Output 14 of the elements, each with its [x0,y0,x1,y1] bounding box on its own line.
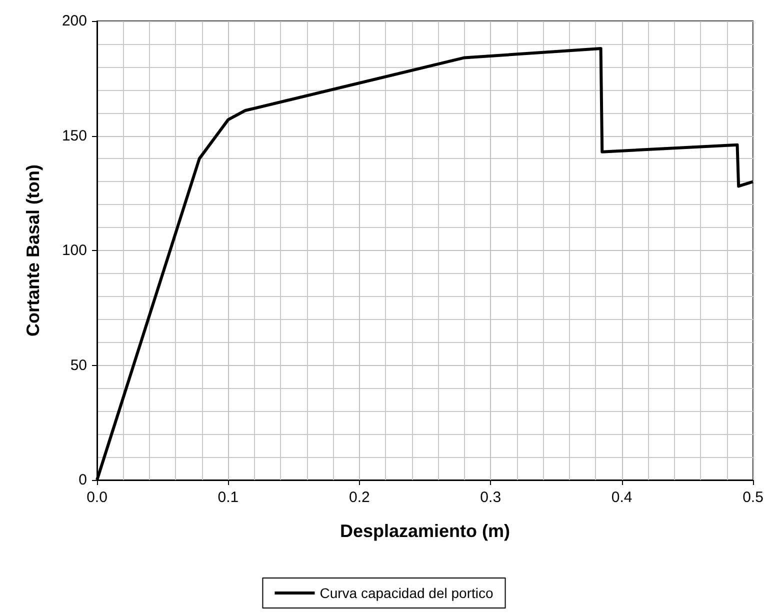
x-tick-label: 0.3 [480,489,502,506]
x-tick-label: 0.1 [218,489,239,506]
y-axis-title: Cortante Basal (ton) [23,164,43,337]
y-tick-label: 0 [78,472,87,488]
x-axis-title: Desplazamiento (m) [340,521,510,541]
y-tick-label: 150 [62,127,87,144]
x-tick-label: 0.2 [348,489,370,506]
x-tick-label: 0.0 [86,489,108,506]
y-tick-label: 100 [62,242,87,259]
legend-label: Curva capacidad del portico [320,585,494,601]
y-tick-label: 200 [62,12,87,30]
x-tick-label: 0.4 [611,489,632,506]
y-tick-label: 50 [70,356,87,374]
x-tick-label: 0.5 [742,489,764,506]
